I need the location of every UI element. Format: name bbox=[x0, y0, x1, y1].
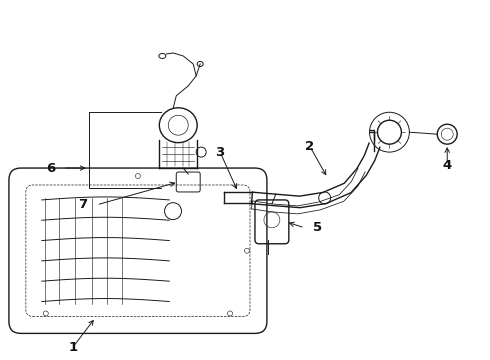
Text: 4: 4 bbox=[442, 158, 452, 172]
Text: 2: 2 bbox=[305, 140, 314, 153]
Text: 3: 3 bbox=[216, 145, 225, 159]
Text: 5: 5 bbox=[313, 221, 322, 234]
Text: 6: 6 bbox=[46, 162, 55, 175]
Text: 7: 7 bbox=[78, 198, 87, 211]
Text: 1: 1 bbox=[68, 341, 77, 354]
